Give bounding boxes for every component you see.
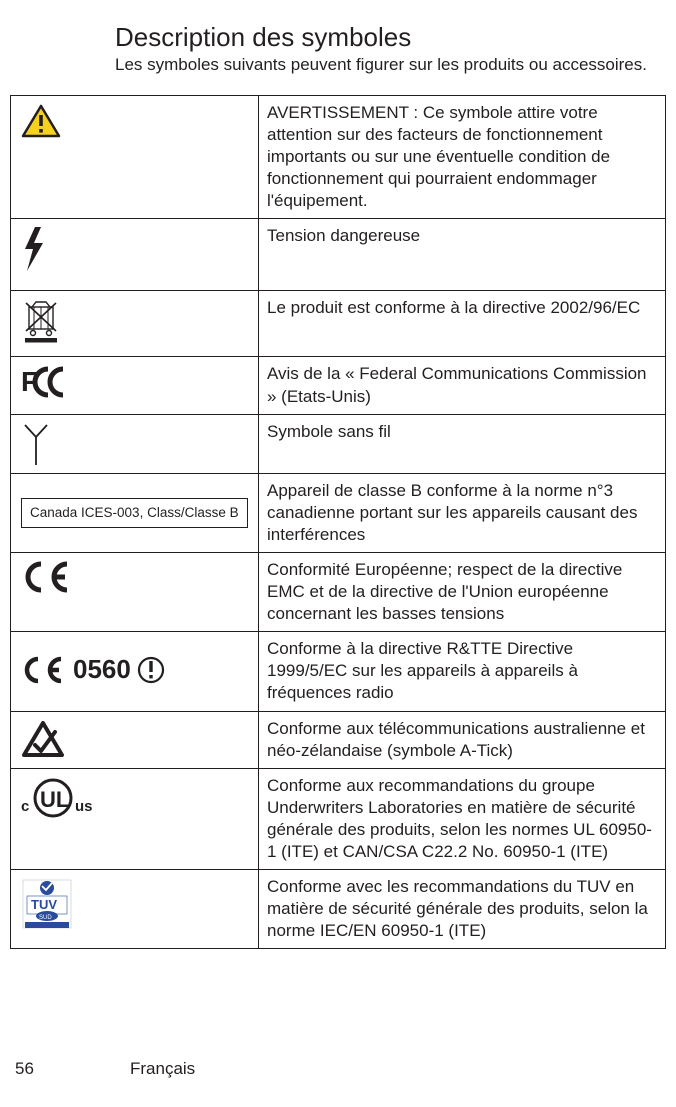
table-row: c UL us Conforme aux recommandations du … [11, 768, 666, 869]
table-row: Conforme aux télécommunications australi… [11, 711, 666, 768]
symbol-description: Conforme aux télécommunications australi… [259, 711, 666, 768]
symbol-description: Conforme aux recommandations du groupe U… [259, 768, 666, 869]
svg-text:UL: UL [40, 787, 69, 812]
symbol-description: Conforme avec les recommandations du TUV… [259, 870, 666, 949]
ul-icon: c UL us [21, 777, 248, 819]
fcc-icon: F [21, 365, 248, 399]
language-label: Français [130, 1059, 195, 1079]
a-tick-icon [21, 720, 248, 758]
table-row: F Avis de la « Federal Communications Co… [11, 357, 666, 414]
table-row: Symbole sans fil [11, 414, 666, 473]
table-row: AVERTISSEMENT : Ce symbole attire votre … [11, 96, 666, 219]
symbol-description: Appareil de classe B conforme à la norme… [259, 473, 666, 552]
svg-text:c: c [21, 798, 29, 815]
wireless-icon [21, 423, 248, 465]
table-row: TUV SUD Conforme avec les recommandation… [11, 870, 666, 949]
table-row: Canada ICES-003, Class/Classe B Appareil… [11, 473, 666, 552]
lightning-bolt-icon [21, 227, 248, 271]
ce-0560-icon: 0560 [21, 653, 165, 687]
symbol-description: Conformité Européenne; respect de la dir… [259, 552, 666, 631]
table-row: Tension dangereuse [11, 219, 666, 291]
table-row: Le produit est conforme à la directive 2… [11, 291, 666, 357]
page-subtitle: Les symboles suivants peuvent figurer su… [115, 55, 666, 75]
ices-label: Canada ICES-003, Class/Classe B [21, 498, 248, 528]
symbol-description: Tension dangereuse [259, 219, 666, 291]
svg-text:SUD: SUD [39, 915, 52, 921]
page-number: 56 [15, 1059, 130, 1079]
symbol-description: Avis de la « Federal Communications Comm… [259, 357, 666, 414]
symbol-description: Le produit est conforme à la directive 2… [259, 291, 666, 357]
tuv-icon: TUV SUD [21, 878, 248, 930]
weee-icon [21, 299, 248, 343]
svg-text:TUV: TUV [31, 897, 57, 912]
ce-number: 0560 [73, 653, 131, 687]
symbol-description: Symbole sans fil [259, 414, 666, 473]
ce-icon [21, 561, 248, 593]
table-row: Conformité Européenne; respect de la dir… [11, 552, 666, 631]
page-title: Description des symboles [115, 22, 666, 53]
table-row: 0560 Conforme à la directive R&TTE Direc… [11, 632, 666, 711]
symbol-description: AVERTISSEMENT : Ce symbole attire votre … [259, 96, 666, 219]
symbol-description: Conforme à la directive R&TTE Directive … [259, 632, 666, 711]
svg-text:us: us [75, 798, 93, 815]
warning-icon [21, 104, 57, 134]
symbols-table: AVERTISSEMENT : Ce symbole attire votre … [10, 95, 666, 949]
